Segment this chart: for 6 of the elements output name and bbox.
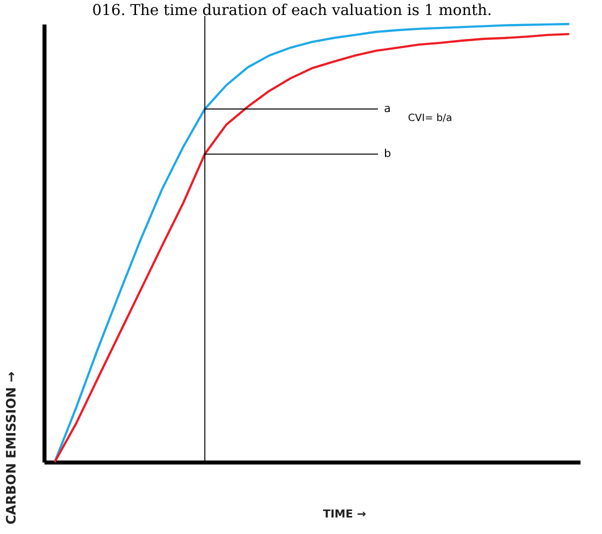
ref-line-label: a bbox=[384, 102, 391, 115]
y-axis-title: CARBON EMISSION → bbox=[4, 371, 20, 524]
annotation: CVI= b/a bbox=[408, 113, 452, 124]
ref-line-label: b bbox=[384, 147, 391, 160]
x-axis-title: TIME → bbox=[322, 508, 366, 520]
text: 016. The time duration of each valuation is 1 month. bbox=[92, 1, 492, 19]
